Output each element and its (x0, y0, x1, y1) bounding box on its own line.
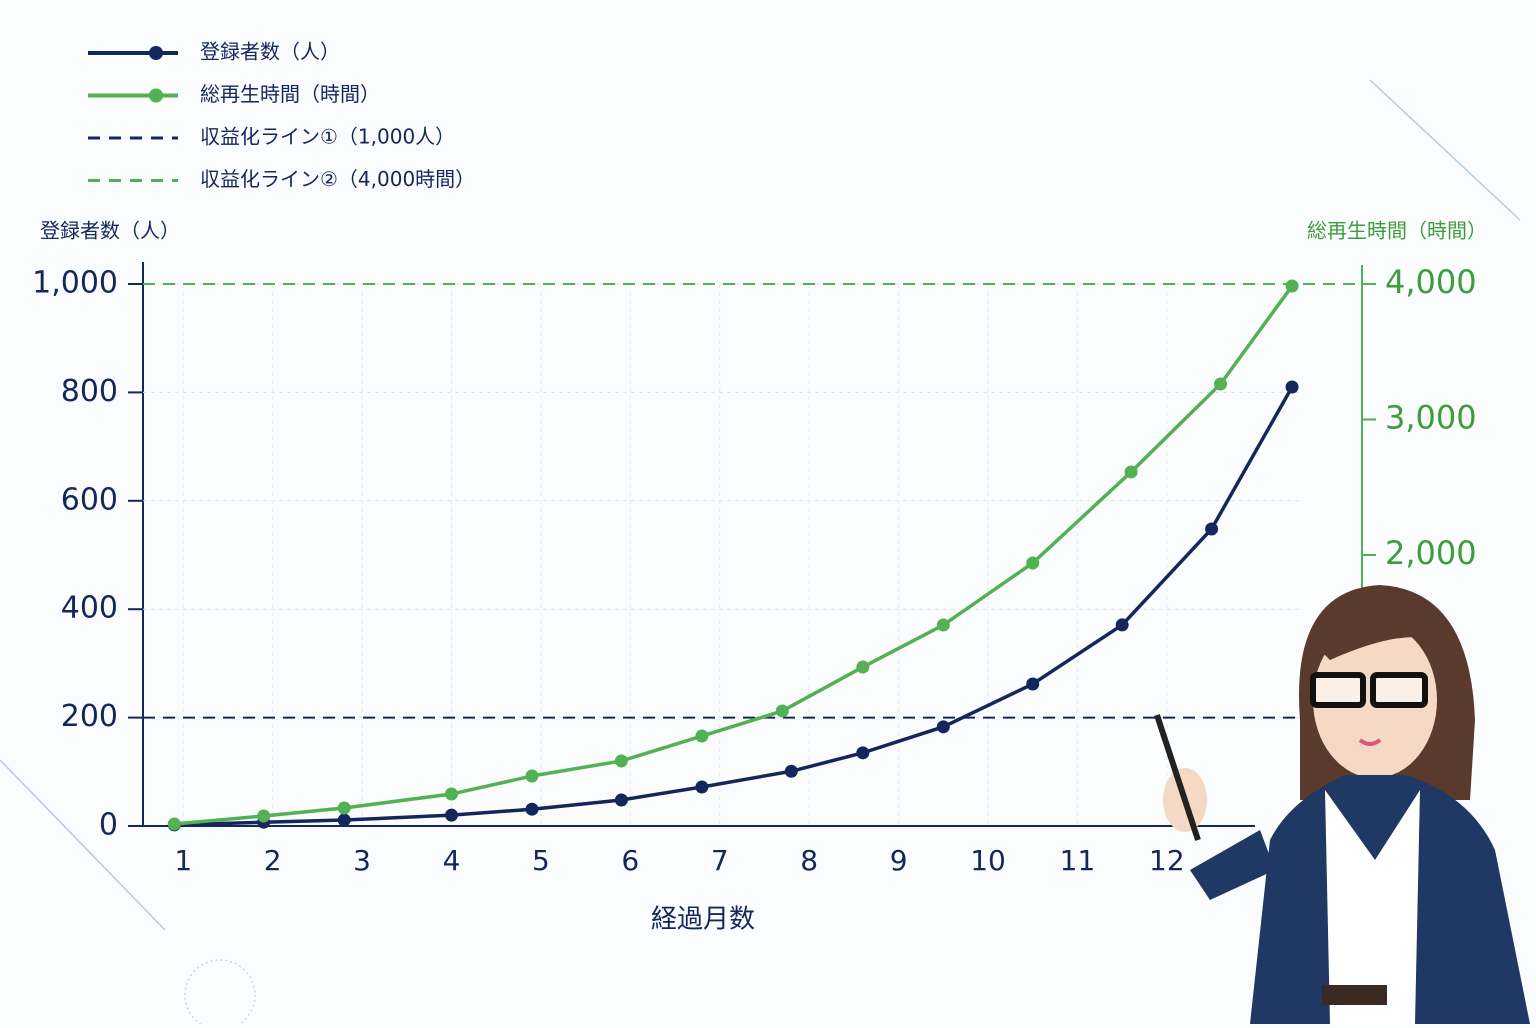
data-point (1115, 618, 1129, 632)
y-axis-title: 登録者数（人） (40, 219, 180, 243)
series-line (174, 386, 1294, 827)
data-point (614, 754, 628, 768)
y-tick-label: 0 (99, 808, 118, 843)
blouse (1325, 790, 1420, 1024)
glasses (1310, 672, 1366, 708)
data-point (936, 720, 950, 734)
arm (1190, 830, 1275, 900)
mouth (1358, 738, 1382, 746)
y-tick-label: 1,000 (32, 266, 118, 301)
x-tick-label: 7 (711, 844, 729, 877)
data-point (1026, 556, 1040, 570)
x-axis-title: 経過月数 (651, 905, 755, 935)
data-point (1285, 279, 1299, 293)
y-tick-label: 200 (61, 699, 118, 734)
glasses (1370, 672, 1428, 708)
data-point (856, 660, 870, 674)
data-point (1214, 377, 1228, 391)
legend-marker (149, 88, 163, 103)
series-line (174, 285, 1294, 826)
data-point (1285, 380, 1299, 394)
deco-circle (184, 959, 256, 1028)
data-point (936, 618, 950, 632)
deco-line (1369, 79, 1521, 221)
x-tick-label: 2 (264, 844, 282, 877)
y2-tick-label: 4,000 (1385, 263, 1477, 301)
y-tick-label: 800 (61, 374, 118, 409)
data-point (614, 793, 628, 807)
data-point (337, 801, 351, 815)
deco-line (0, 759, 166, 931)
y-tick-label: 600 (61, 482, 118, 517)
y2-axis-title: 総再生時間（時間） (1307, 219, 1487, 243)
data-point (695, 780, 709, 794)
y-tick-label: 400 (61, 591, 118, 626)
data-point (856, 746, 870, 760)
x-tick-label: 9 (890, 844, 908, 877)
data-point (525, 769, 539, 783)
data-point (1205, 522, 1219, 536)
data-point (775, 704, 789, 718)
legend-label: 総再生時間（時間） (200, 82, 380, 106)
pointer (1154, 714, 1201, 841)
data-point (167, 817, 181, 831)
x-tick-label: 4 (443, 844, 461, 877)
data-point (337, 813, 351, 827)
data-point (1124, 465, 1138, 479)
x-tick-label: 8 (800, 844, 818, 877)
data-point (445, 808, 459, 822)
belt (1322, 985, 1387, 1005)
x-tick-label: 11 (1060, 844, 1096, 877)
legend: 登録者数（人） 総再生時間（時間） 収益化ライン①（1,000人） 収益化ライン②（4… (88, 40, 475, 191)
data-point (525, 802, 539, 816)
x-tick-label: 6 (621, 844, 639, 877)
data-point (695, 729, 709, 743)
legend-label: 登録者数（人） (200, 40, 340, 64)
y2-tick-label: 3,000 (1385, 399, 1477, 437)
legend-label: 収益化ライン①（1,000人） (200, 125, 455, 149)
data-point (445, 787, 459, 801)
bangs (1310, 614, 1450, 660)
decoration (0, 79, 1521, 1028)
x-tick-label: 5 (532, 844, 550, 877)
x-tick-label: 1 (174, 844, 192, 877)
data-point (257, 809, 271, 823)
x-tick-label: 12 (1149, 844, 1185, 877)
presenter (1154, 585, 1530, 1024)
data-point (784, 764, 798, 778)
legend-marker (149, 46, 163, 60)
legend-label: 収益化ライン②（4,000時間） (200, 167, 475, 191)
data-point (1026, 677, 1040, 691)
x-tick-label: 10 (970, 844, 1006, 877)
y2-tick-label: 2,000 (1385, 534, 1477, 572)
x-tick-label: 3 (353, 844, 371, 877)
